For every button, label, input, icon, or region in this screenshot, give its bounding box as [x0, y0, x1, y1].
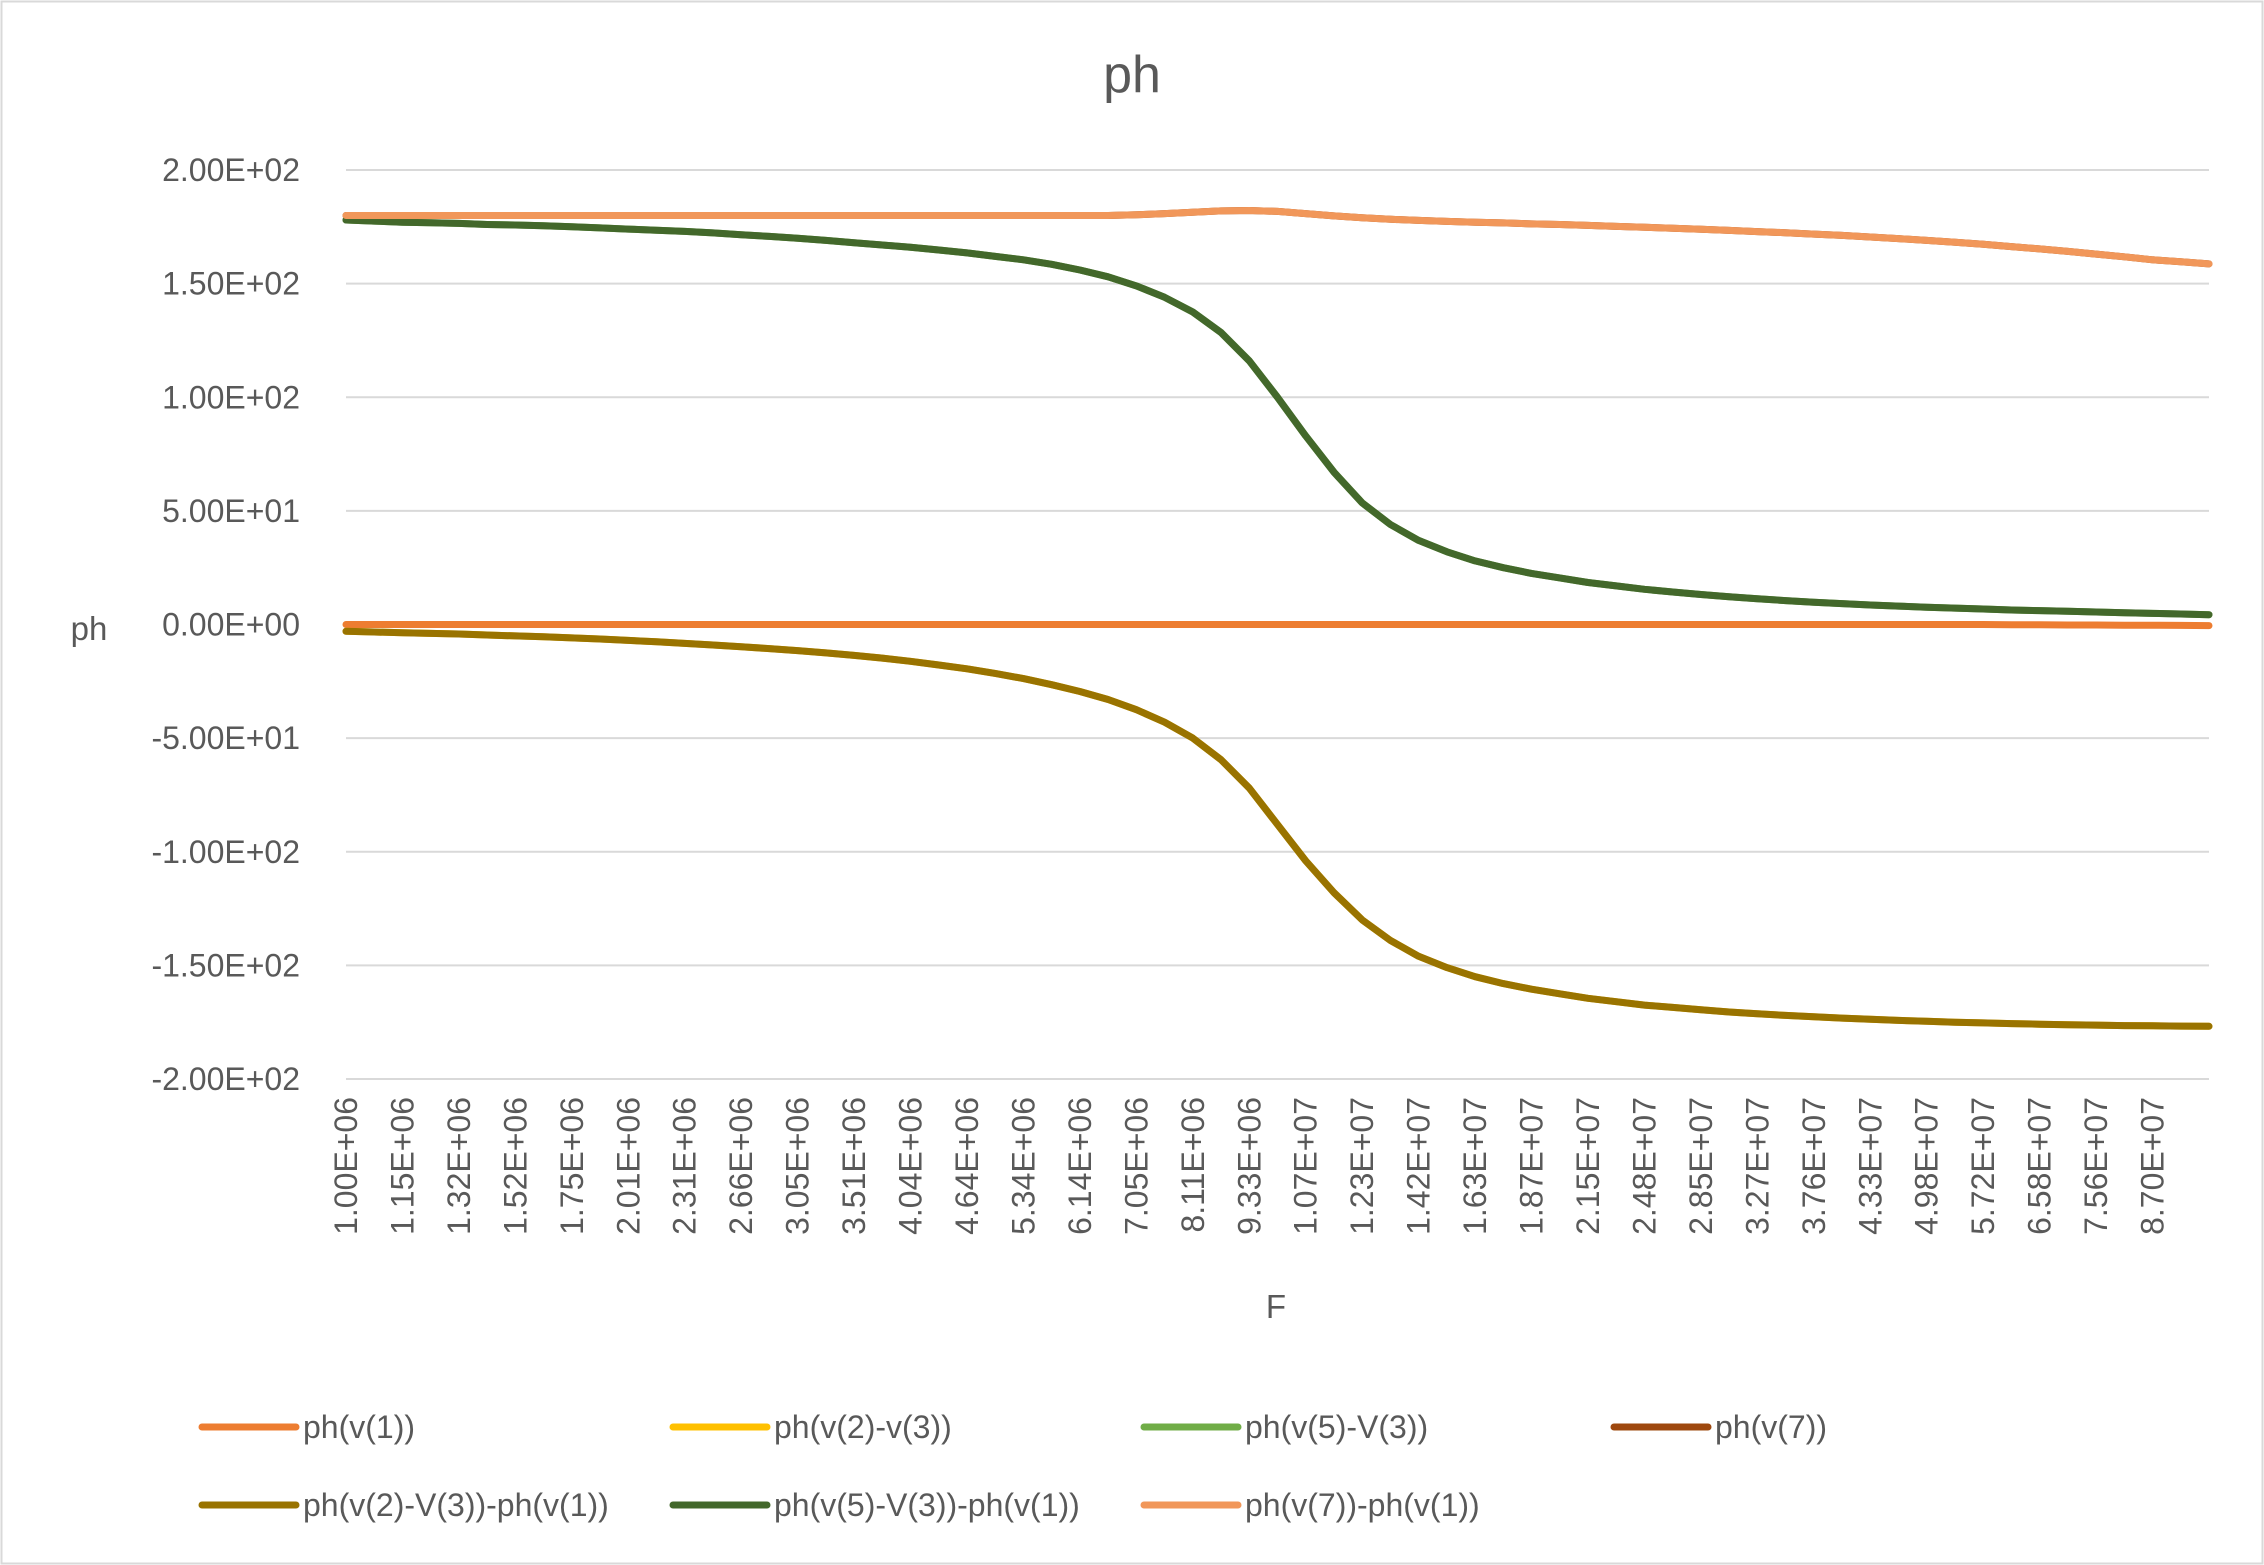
x-tick-label: 4.98E+07 — [1909, 1097, 1945, 1235]
x-tick-label: 1.07E+07 — [1288, 1097, 1324, 1235]
x-tick-label: 5.34E+06 — [1005, 1097, 1041, 1235]
y-tick-label: 5.00E+01 — [162, 493, 300, 529]
x-tick-label: 3.76E+07 — [1796, 1097, 1832, 1235]
legend-label: ph(v(2)-v(3)) — [774, 1409, 952, 1445]
legend-label: ph(v(2)-V(3))-ph(v(1)) — [303, 1487, 609, 1523]
legend-label: ph(v(7))-ph(v(1)) — [1245, 1487, 1480, 1523]
x-tick-label: 5.72E+07 — [1965, 1097, 2001, 1235]
y-tick-label: 2.00E+02 — [162, 152, 300, 188]
legend-label: ph(v(7)) — [1715, 1409, 1827, 1445]
y-tick-label: 1.00E+02 — [162, 379, 300, 415]
y-tick-label: -2.00E+02 — [151, 1061, 300, 1097]
y-tick-label: 1.50E+02 — [162, 266, 300, 302]
legend-label: ph(v(5)-V(3)) — [1245, 1409, 1428, 1445]
legend-label: ph(v(1)) — [303, 1409, 415, 1445]
y-tick-label: -5.00E+01 — [151, 720, 300, 756]
x-tick-label: 2.31E+06 — [667, 1097, 703, 1235]
legend-label: ph(v(5)-V(3))-ph(v(1)) — [774, 1487, 1080, 1523]
x-tick-label: 3.05E+06 — [780, 1097, 816, 1235]
series-line — [342, 627, 2213, 1030]
x-tick-label: 8.11E+06 — [1175, 1097, 1211, 1233]
x-tick-label: 2.85E+07 — [1683, 1097, 1719, 1235]
x-tick-label: 4.64E+06 — [949, 1097, 985, 1235]
x-tick-label: 1.75E+06 — [554, 1097, 590, 1235]
x-axis-label: F — [1266, 1288, 1286, 1325]
x-tick-label: 7.56E+07 — [2078, 1097, 2114, 1235]
x-tick-label: 2.48E+07 — [1626, 1097, 1662, 1235]
x-tick-label: 8.70E+07 — [2135, 1097, 2171, 1235]
chart-title: ph — [1103, 46, 1161, 104]
x-tick-label: 9.33E+06 — [1231, 1097, 1267, 1235]
x-tick-label: 1.32E+06 — [441, 1097, 477, 1235]
series-line — [342, 216, 2213, 619]
x-tick-label: 1.00E+06 — [328, 1097, 364, 1235]
x-tick-label: 3.27E+07 — [1739, 1097, 1775, 1235]
x-tick-label: 1.15E+06 — [384, 1097, 420, 1235]
x-tick-label: 2.66E+06 — [723, 1097, 759, 1235]
y-tick-label: 0.00E+00 — [162, 607, 300, 643]
y-tick-label: -1.00E+02 — [151, 834, 300, 870]
x-tick-label: 3.51E+06 — [836, 1097, 872, 1235]
y-axis-label: ph — [71, 610, 108, 647]
x-tick-label: 1.42E+07 — [1401, 1097, 1437, 1235]
x-tick-label: 1.23E+07 — [1344, 1097, 1380, 1235]
series-line — [342, 621, 2213, 630]
x-tick-label: 4.04E+06 — [893, 1097, 929, 1235]
x-tick-label: 1.87E+07 — [1514, 1097, 1550, 1235]
x-tick-label: 6.14E+06 — [1062, 1097, 1098, 1235]
y-tick-label: -1.50E+02 — [151, 947, 300, 983]
x-tick-label: 1.52E+06 — [497, 1097, 533, 1235]
series-line — [342, 207, 2213, 268]
x-tick-label: 6.58E+07 — [2022, 1097, 2058, 1235]
x-tick-label: 4.33E+07 — [1852, 1097, 1888, 1235]
x-tick-label: 1.63E+07 — [1457, 1097, 1493, 1235]
x-tick-label: 7.05E+06 — [1118, 1097, 1154, 1235]
x-tick-label: 2.01E+06 — [610, 1097, 646, 1235]
x-tick-label: 2.15E+07 — [1570, 1097, 1606, 1235]
